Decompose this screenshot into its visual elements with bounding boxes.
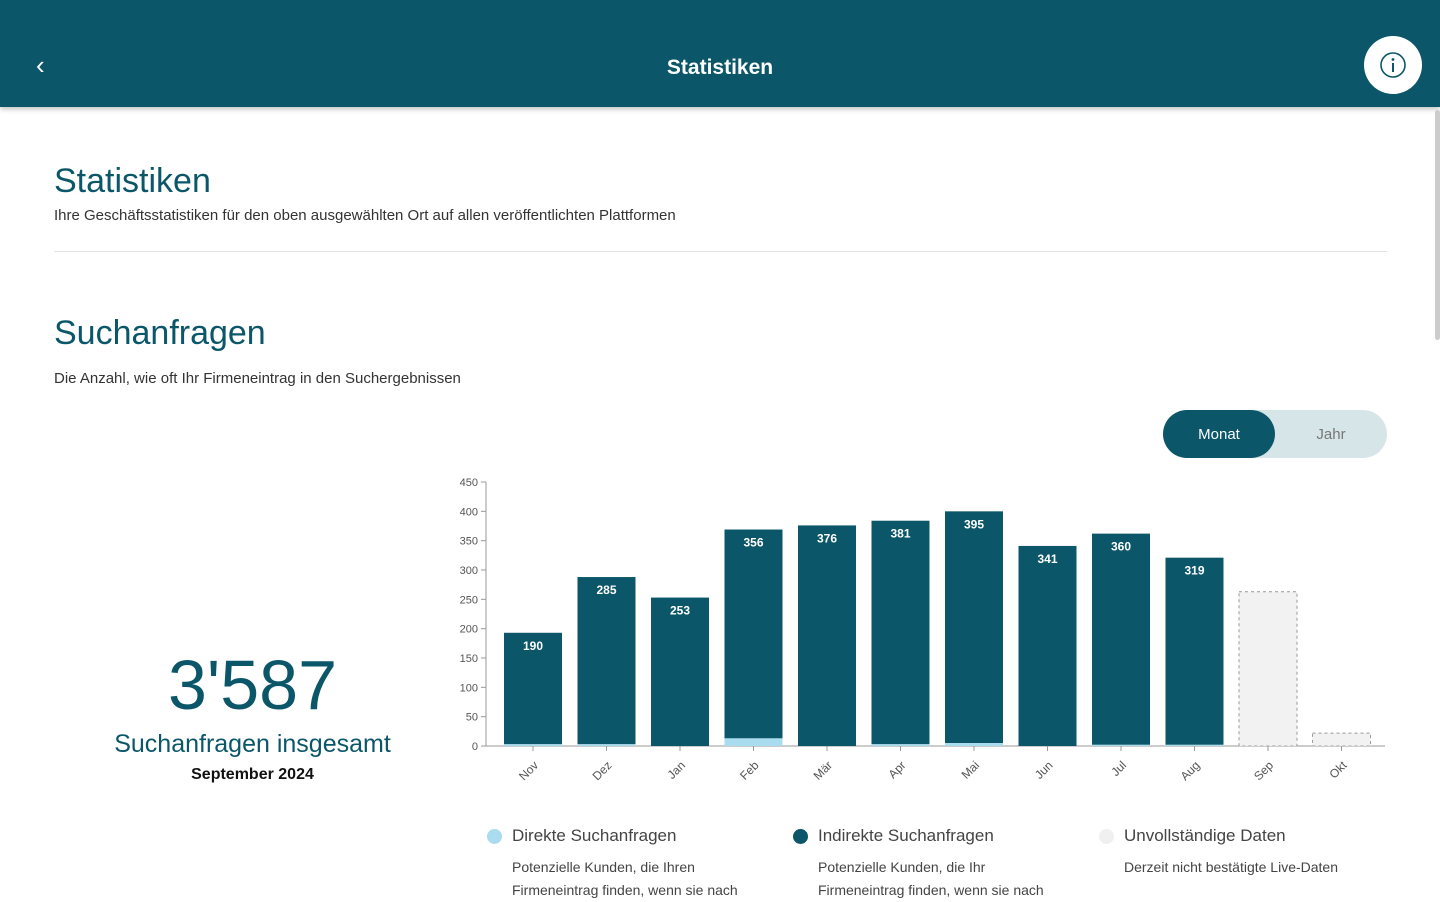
total-period: September 2024 [191,766,314,783]
legend-dot-icon [1099,828,1114,844]
section-subtitle: Die Anzahl, wie oft Ihr Firmeneintrag in… [54,370,461,387]
legend-title: Indirekte Suchanfragen [818,826,994,845]
header-title: Statistiken [666,56,774,79]
search-bar-chart: 0 50 100 150 200 250 300 350 400 450 190 Nov 285 Dez 2… [460,477,1385,783]
legend-desc: Firmeneintrag finden, wenn sie nach [512,882,738,898]
divider [54,251,1387,252]
x-tick-label: Mär [811,758,836,783]
bar-direct [724,738,783,746]
bar-direct [945,743,1003,746]
legend-dot-icon [487,828,502,844]
y-tick-label: 100 [460,682,478,694]
period-toggle: Monat Jahr [1163,410,1387,458]
legend-desc: Potenzielle Kunden, die Ihr [818,859,986,875]
page-subtitle: Ihre Geschäftsstatistiken für den oben a… [54,207,676,224]
legend-indirect: Indirekte Suchanfragen Potenzielle Kunde… [793,826,1083,902]
x-tick-label: Dez [590,758,615,783]
x-tick-label: Jun [1032,758,1056,782]
info-button[interactable] [1364,36,1422,94]
total-label: Suchanfragen insgesamt [114,730,391,758]
x-tick-label: Aug [1178,758,1203,783]
bar-incomplete [1238,591,1298,747]
y-tick-label: 350 [460,536,478,548]
bar-direct [577,744,636,746]
y-tick-label: 400 [460,506,478,518]
y-tick-label: 50 [466,712,478,724]
data-label: 395 [964,517,984,531]
legend-desc: Firmeneintrag finden, wenn sie nach [818,882,1044,898]
data-label: 253 [670,604,690,618]
x-tick-label: Nov [516,758,541,783]
bar-incomplete [1312,732,1371,747]
data-label: 376 [817,531,837,545]
x-tick-label: Apr [886,758,909,781]
legend-title: Direkte Suchanfragen [512,826,677,845]
app-header: ‹ Statistiken [0,0,1440,107]
bar-direct [1092,744,1150,746]
legend-desc: Potenzielle Kunden, die Ihren [512,859,695,875]
legend-desc: Derzeit nicht bestätigte Live-Daten [1124,859,1338,875]
data-label: 381 [890,527,910,541]
toggle-monat[interactable]: Monat [1163,410,1275,458]
legend-dot-icon [793,828,808,844]
bar-indirect [871,520,930,745]
y-tick-label: 200 [460,624,478,636]
x-tick-label: Okt [1327,758,1351,782]
y-tick-label: 250 [460,594,478,606]
bar-indirect [577,577,636,745]
data-label: 341 [1037,552,1057,566]
x-tick-label: Jul [1108,758,1129,779]
x-tick-label: Feb [737,758,762,783]
legend-title: Unvollständige Daten [1124,826,1286,845]
legend-incomplete: Unvollständige Daten Derzeit nicht bestä… [1099,826,1389,879]
bar-indirect [1165,557,1224,745]
x-tick-label: Sep [1251,758,1276,783]
data-label: 360 [1111,540,1131,554]
bar-indirect [651,597,709,746]
toggle-jahr[interactable]: Jahr [1316,425,1346,443]
data-label: 319 [1184,564,1204,578]
bar-indirect [504,632,562,745]
y-tick-label: 0 [472,741,478,753]
bar-indirect [724,529,783,739]
bar-direct [1165,744,1224,746]
info-icon [1380,52,1406,78]
data-label: 190 [523,639,543,653]
data-label: 285 [596,583,616,597]
x-tick-label: Mai [959,758,983,782]
bar-direct [504,744,562,746]
scrollbar[interactable] [1435,110,1440,340]
y-tick-label: 300 [460,565,478,577]
bar-indirect [798,525,856,746]
page-title: Statistiken [54,162,211,200]
y-tick-label: 450 [460,477,478,489]
section-title: Suchanfragen [54,314,266,352]
bar-indirect [1018,545,1077,746]
y-tick-label: 150 [460,653,478,665]
chevron-left-icon: ‹ [36,50,45,80]
bar-indirect [945,511,1003,744]
legend-direct: Direkte Suchanfragen Potenzielle Kunden,… [487,826,777,902]
bar-direct [871,744,930,746]
data-label: 356 [743,536,763,550]
bar-indirect [1092,533,1150,745]
back-button[interactable]: ‹ [36,50,58,80]
x-tick-label: Jan [665,758,689,782]
total-value: 3'587 [167,646,338,724]
